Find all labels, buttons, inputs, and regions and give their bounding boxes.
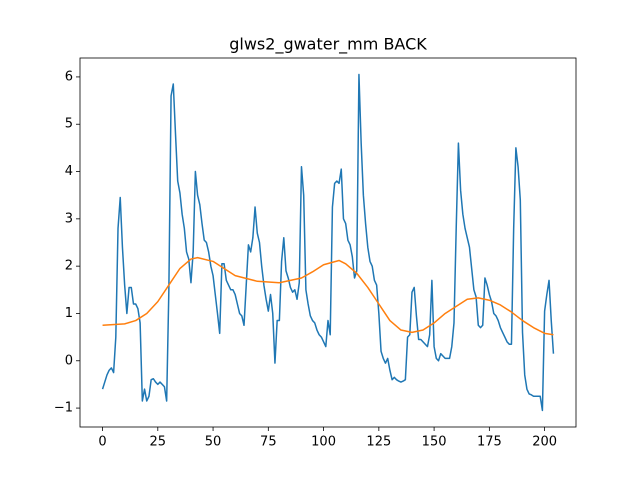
y-tick-label: 2 — [65, 259, 73, 274]
x-tick-label: 125 — [366, 435, 391, 450]
y-tick-label: 0 — [65, 353, 73, 368]
x-tick-label: 50 — [205, 435, 222, 450]
x-tick-label: 175 — [477, 435, 502, 450]
chart-title: glws2_gwater_mm BACK — [229, 35, 427, 55]
y-tick-label: 1 — [65, 306, 73, 321]
x-tick-label: 200 — [532, 435, 557, 450]
x-tick-label: 75 — [260, 435, 277, 450]
x-tick-label: 25 — [150, 435, 167, 450]
x-tick-label: 150 — [422, 435, 447, 450]
series-line — [102, 256, 554, 336]
y-tick-label: 4 — [65, 164, 73, 179]
y-tick-label: 3 — [65, 211, 73, 226]
x-tick-label: 100 — [311, 435, 336, 450]
x-tick-label: 0 — [98, 435, 106, 450]
plot-frame — [79, 57, 577, 428]
y-tick-label: −1 — [54, 401, 73, 416]
y-tick-label: 5 — [65, 117, 73, 132]
y-tick-label: 6 — [65, 69, 73, 84]
series-line — [101, 73, 555, 412]
